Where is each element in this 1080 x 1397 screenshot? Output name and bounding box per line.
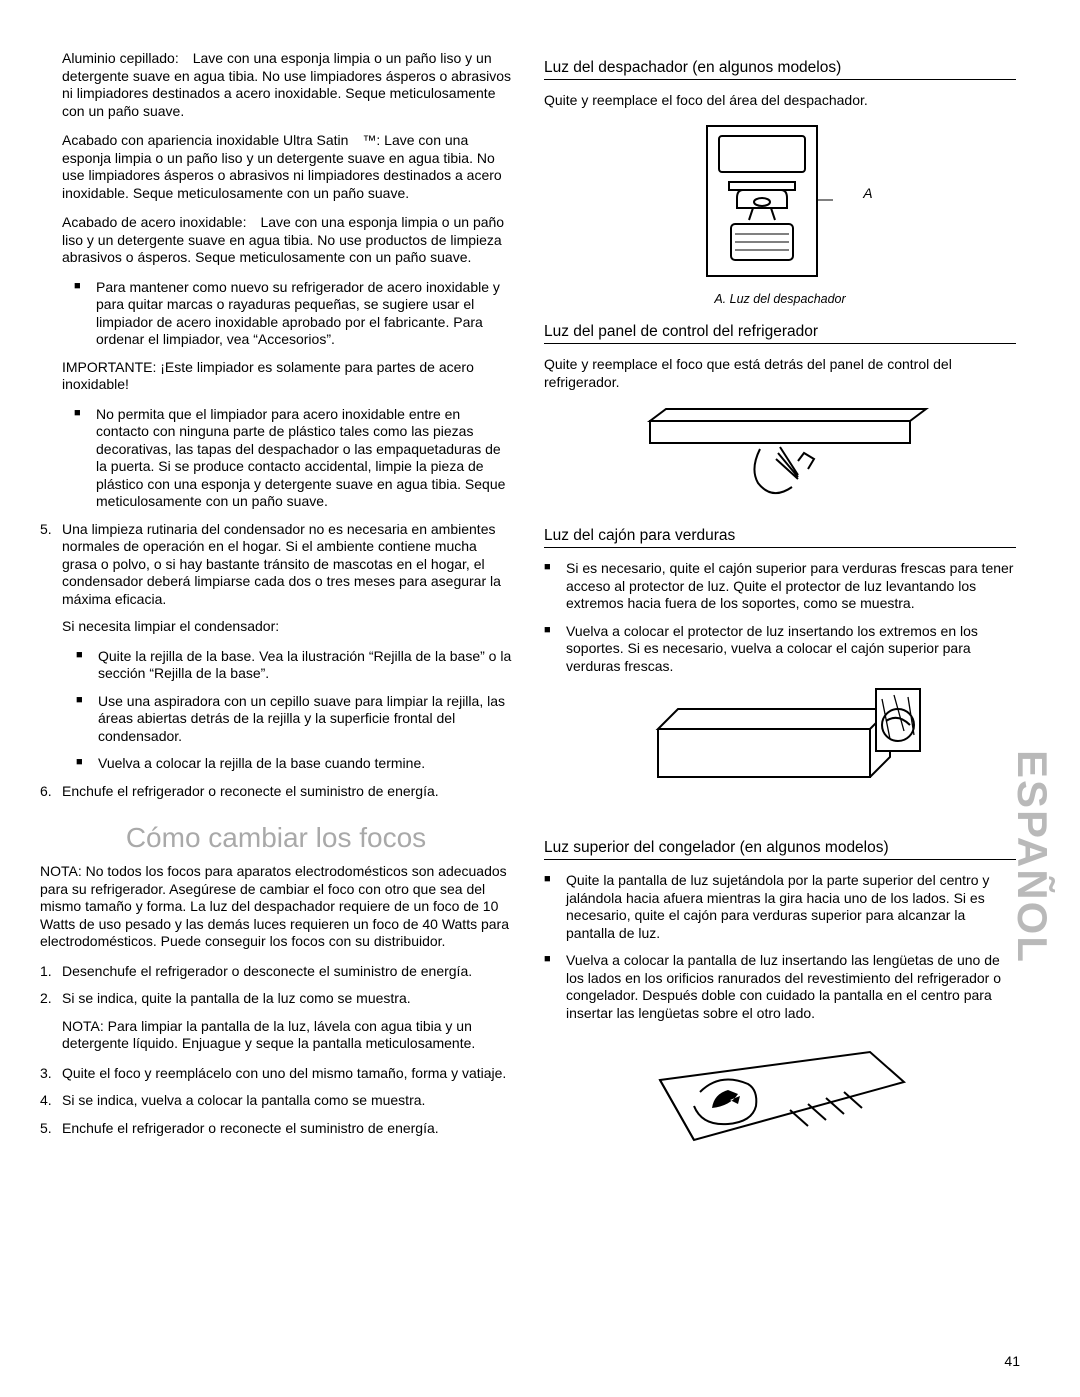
caption-despachador: A. Luz del despachador [544, 292, 1016, 308]
fig-panel [544, 403, 1016, 518]
nota-focos: NOTA: No todos los focos para aparatos e… [40, 863, 512, 951]
foco-step2-text: Si se indica, quite la pantalla de la lu… [62, 990, 411, 1006]
p-despachador: Quite y reemplace el foco del área del d… [544, 92, 1016, 110]
foco-step1: Desenchufe el refrigerador o desconecte … [62, 963, 512, 981]
right-column: Luz del despachador (en algunos modelos)… [544, 50, 1016, 1193]
language-tab: ESPAÑOL [1008, 750, 1056, 964]
para-acero: Acabado de acero inoxidable: Lave con un… [40, 214, 512, 267]
heading-cambiar-focos: Cómo cambiar los focos [40, 820, 512, 855]
bullet-nopermita: No permita que el limpiador para acero i… [96, 406, 512, 511]
bullets-nopermita: No permita que el limpiador para acero i… [40, 406, 512, 511]
cond-b1: Quite la rejilla de la base. Vea la ilus… [98, 648, 512, 683]
steps-focos: Desenchufe el refrigerador o desconecte … [40, 963, 512, 1138]
sub-despachador: Luz del despachador (en algunos modelos) [544, 58, 1016, 80]
bullets-cajon: Si es necesario, quite el cajón superior… [544, 560, 1016, 675]
step-5-text: Una limpieza rutinaria del condensador n… [62, 521, 501, 607]
step-5: Una limpieza rutinaria del condensador n… [62, 521, 512, 773]
panel-icon [630, 403, 930, 513]
cond-b3: Vuelva a colocar la rejilla de la base c… [98, 755, 512, 773]
dispenser-icon [683, 122, 863, 282]
foco-step2: Si se indica, quite la pantalla de la lu… [62, 990, 512, 1053]
para-ultra-satin: Acabado con apariencia inoxidable Ultra … [40, 132, 512, 202]
foco-step3: Quite el foco y reemplácelo con uno del … [62, 1065, 512, 1083]
cong-b1: Quite la pantalla de luz sujetándola por… [566, 872, 1016, 942]
fig-despachador: A [544, 122, 1016, 287]
fig-congelador [544, 1032, 1016, 1187]
cajon-b1: Si es necesario, quite el cajón superior… [566, 560, 1016, 613]
bullets-congelador: Quite la pantalla de luz sujetándola por… [544, 872, 1016, 1022]
cong-b2: Vuelva a colocar la pantalla de luz inse… [566, 952, 1016, 1022]
p-panel: Quite y reemplace el foco que está detrá… [544, 356, 1016, 391]
bullet-limpiador: Para mantener como nuevo su refrigerador… [96, 279, 512, 349]
sub-congelador: Luz superior del congelador (en algunos … [544, 838, 1016, 860]
left-column: Aluminio cepillado: Lave con una esponja… [40, 50, 512, 1193]
para-aluminio: Aluminio cepillado: Lave con una esponja… [40, 50, 512, 120]
crisper-icon [630, 685, 930, 825]
cond-b2: Use una aspiradora con un cepillo suave … [98, 693, 512, 746]
sub-cajon: Luz del cajón para verduras [544, 526, 1016, 548]
para-importante: IMPORTANTE: ¡Este limpiador es solamente… [40, 359, 512, 394]
foco-step4: Si se indica, vuelva a colocar la pantal… [62, 1092, 512, 1110]
foco-step2-nota: NOTA: Para limpiar la pantalla de la luz… [62, 1018, 512, 1053]
cajon-b2: Vuelva a colocar el protector de luz ins… [566, 623, 1016, 676]
sub-panel: Luz del panel de control del refrigerado… [544, 322, 1016, 344]
column-container: Aluminio cepillado: Lave con una esponja… [0, 0, 1080, 1193]
freezer-light-icon [640, 1032, 920, 1182]
cond-bullets: Quite la rejilla de la base. Vea la ilus… [62, 648, 512, 773]
bullets-caretips: Para mantener como nuevo su refrigerador… [40, 279, 512, 349]
list-condensador: Una limpieza rutinaria del condensador n… [40, 521, 512, 801]
step-6: Enchufe el refrigerador o reconecte el s… [62, 783, 512, 801]
cond-intro: Si necesita limpiar el condensador: [62, 618, 512, 636]
foco-step5: Enchufe el refrigerador o reconecte el s… [62, 1120, 512, 1138]
fig-cajon [544, 685, 1016, 830]
label-a: A [863, 185, 872, 201]
page-number: 41 [1004, 1353, 1020, 1369]
page: Aluminio cepillado: Lave con una esponja… [0, 0, 1080, 1397]
